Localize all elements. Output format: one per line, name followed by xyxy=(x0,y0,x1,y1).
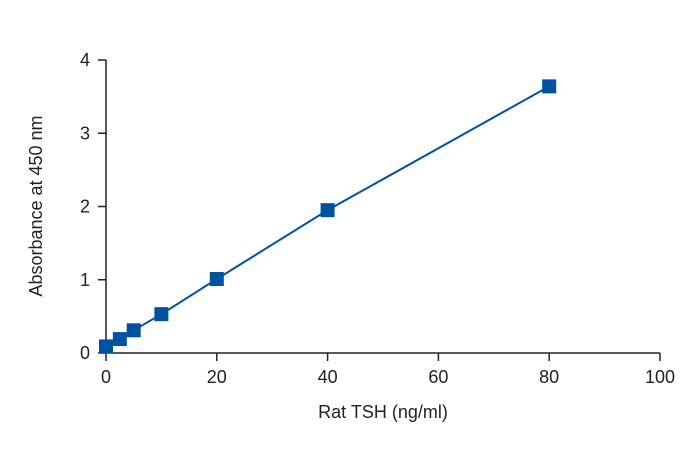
y-axis-label: Absorbance at 450 nm xyxy=(26,115,46,296)
x-tick-label: 40 xyxy=(318,367,338,387)
y-tick-label: 1 xyxy=(80,270,90,290)
x-tick-label: 0 xyxy=(101,367,111,387)
x-axis-label: Rat TSH (ng/ml) xyxy=(318,402,448,422)
y-tick-label: 4 xyxy=(80,50,90,70)
x-tick-label: 80 xyxy=(539,367,559,387)
x-tick-label: 100 xyxy=(645,367,675,387)
x-tick-label: 20 xyxy=(207,367,227,387)
axes: 0 20 40 60 80 100 0 1 2 3 4 xyxy=(80,50,675,387)
series xyxy=(99,79,557,354)
y-tick-label: 2 xyxy=(80,197,90,217)
data-point-marker xyxy=(112,332,127,347)
data-point-marker xyxy=(126,323,141,338)
data-point-marker xyxy=(542,79,557,94)
x-tick-label: 60 xyxy=(428,367,448,387)
data-point-marker xyxy=(320,203,335,218)
data-point-marker xyxy=(154,307,169,322)
y-tick-label: 3 xyxy=(80,123,90,143)
y-tick-label: 0 xyxy=(80,343,90,363)
data-point-marker xyxy=(209,272,224,287)
data-point-marker xyxy=(99,339,113,354)
